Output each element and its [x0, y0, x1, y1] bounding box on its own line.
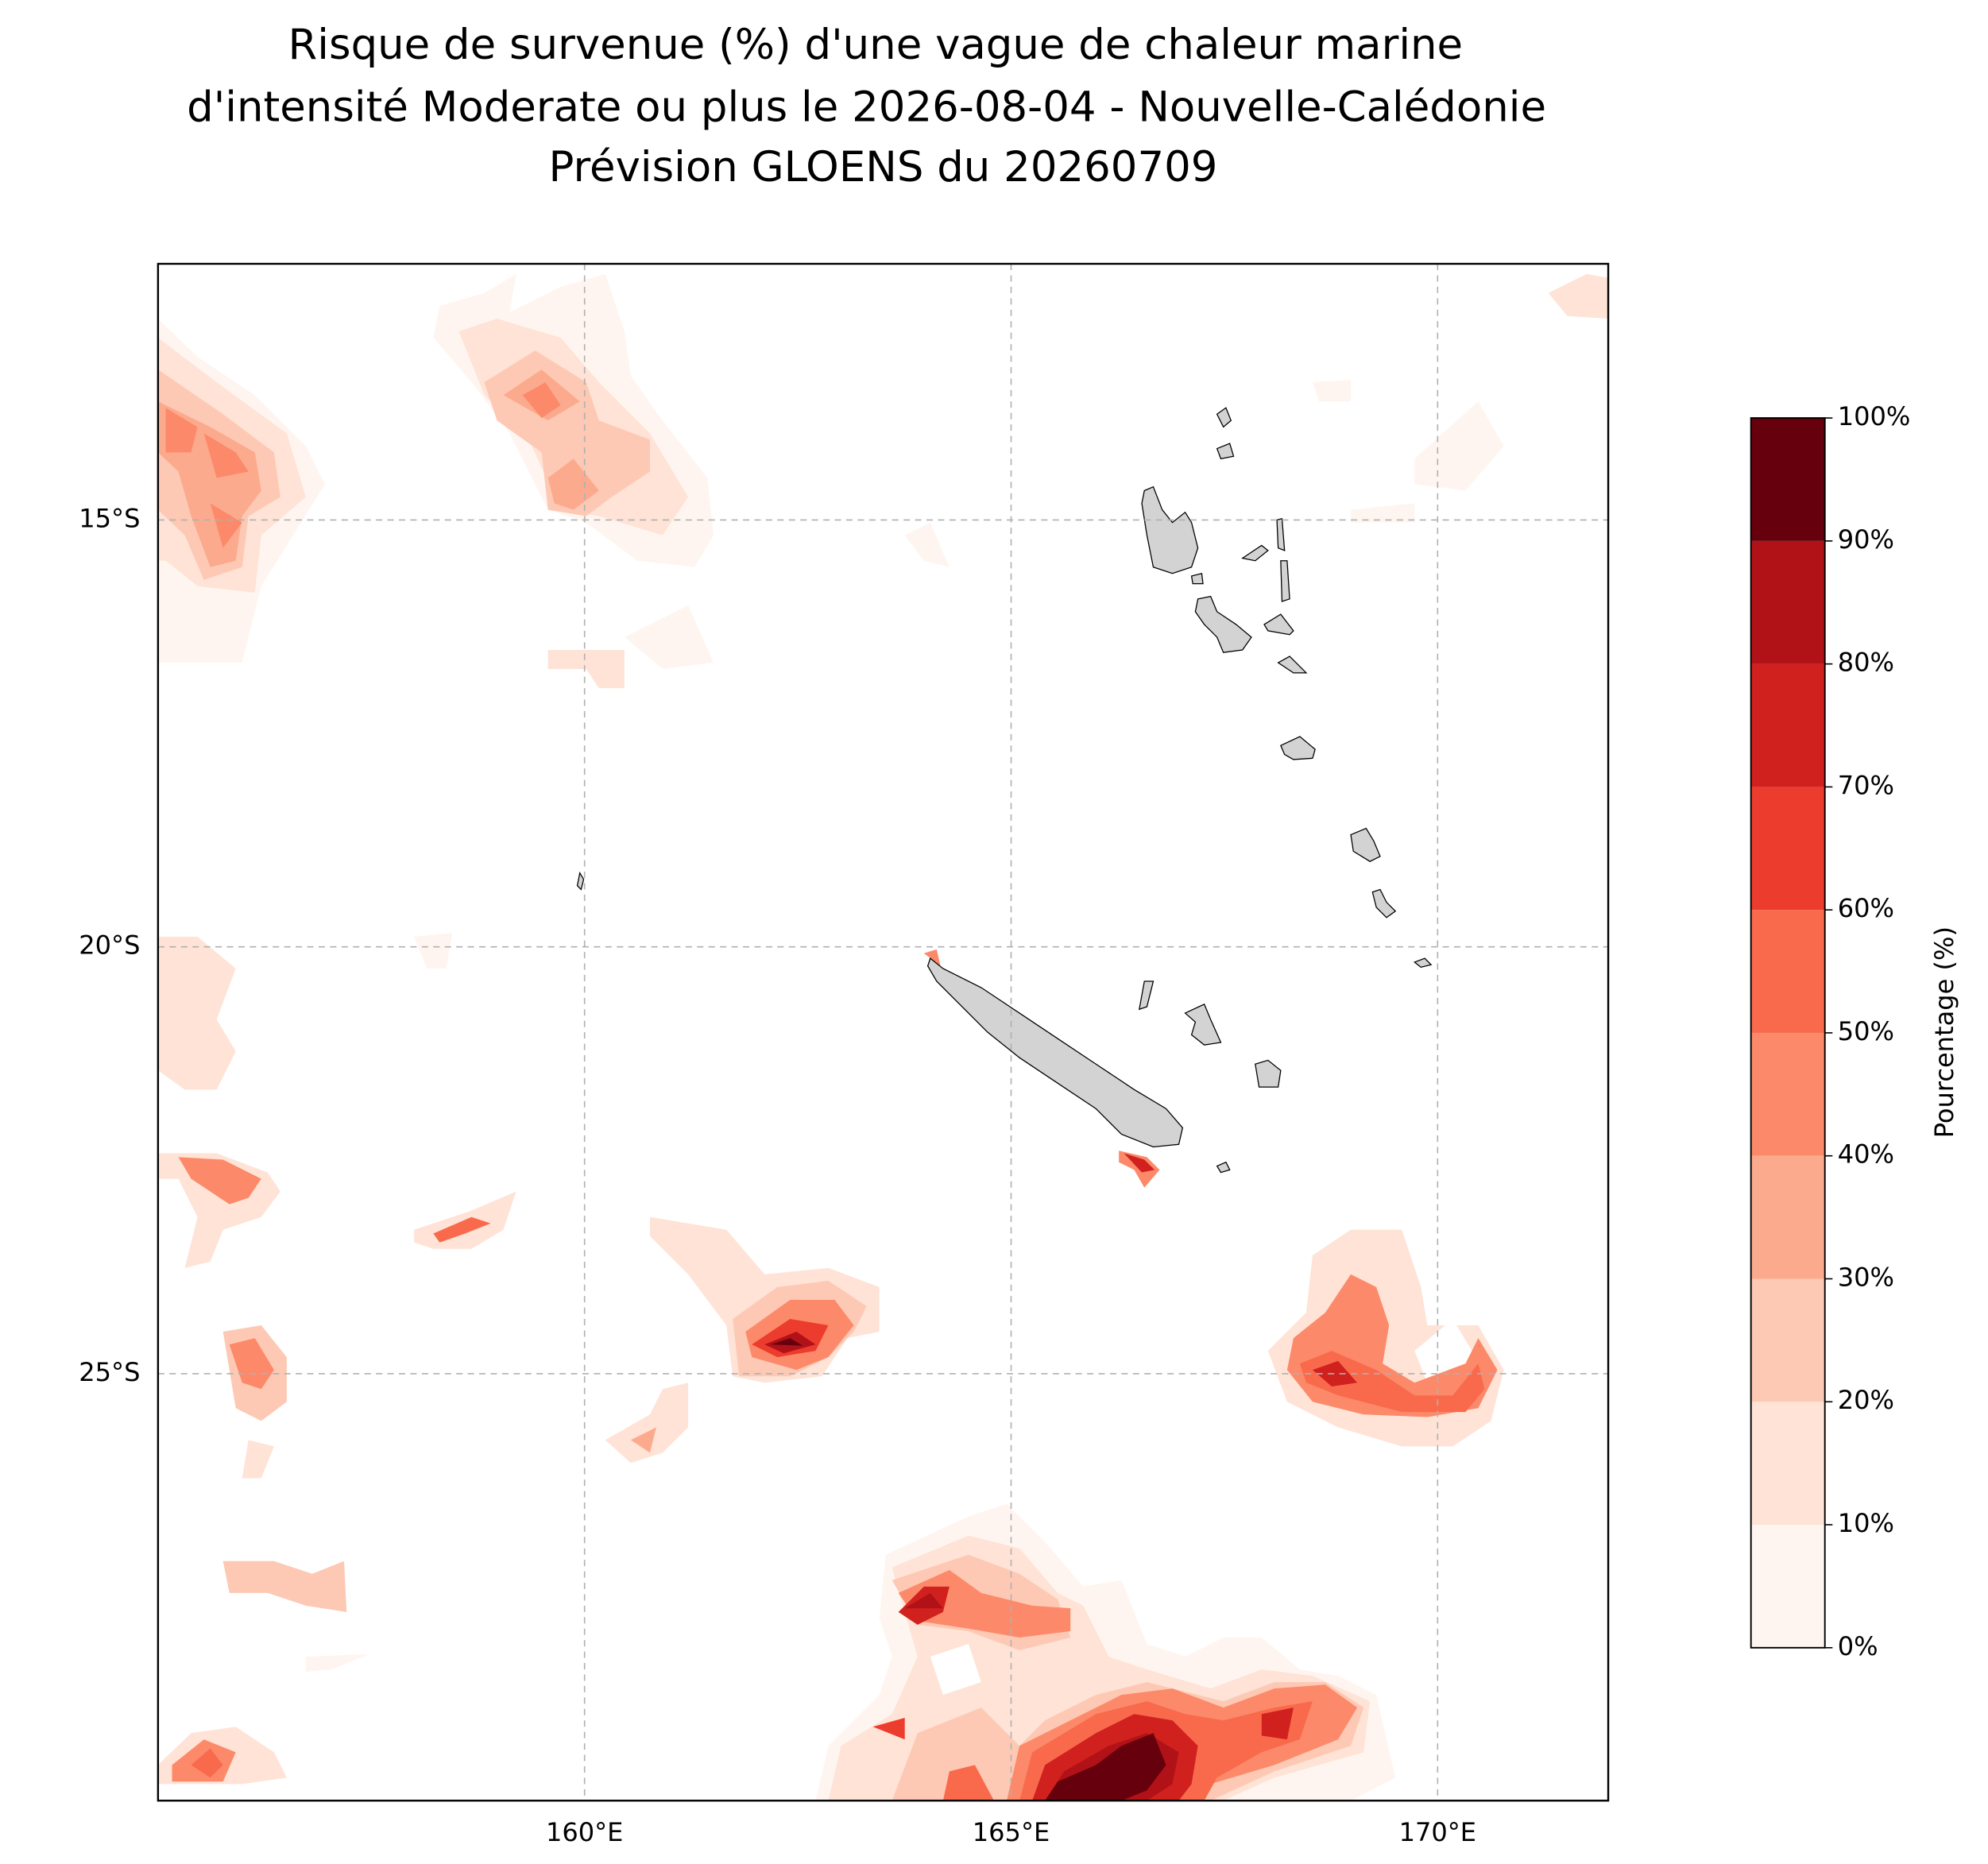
colorbar-band	[1750, 1032, 1825, 1156]
x-tick-label: 165°E	[973, 1817, 1050, 1847]
heat-contour	[1045, 1733, 1166, 1801]
heat-contour	[178, 1157, 261, 1205]
colorbar-band	[1750, 540, 1825, 664]
heat-contour	[522, 382, 561, 419]
heat-contour	[1548, 273, 1609, 319]
y-tick-label: 15°S	[79, 503, 140, 533]
title-line: Prévision GLOENS du 20260709	[548, 143, 1217, 191]
colorbar-band	[1750, 418, 1825, 541]
heat-contour	[165, 408, 198, 453]
colorbar-tick-label: 90%	[1838, 524, 1894, 555]
heat-contour	[191, 1748, 223, 1778]
colorbar-band	[1750, 910, 1825, 1033]
title-line: d'intensité Moderate ou plus le 2026-08-…	[187, 83, 1546, 132]
heat-contour	[547, 458, 599, 510]
heat-contour	[305, 1653, 370, 1673]
colorbar-tick-label: 80%	[1838, 648, 1894, 678]
heat-contour	[923, 949, 941, 966]
heat-contour	[229, 1338, 274, 1390]
heat-contour	[771, 1338, 803, 1346]
heat-contour	[1312, 379, 1352, 402]
colorbar-band	[1750, 1402, 1825, 1526]
colorbar-label: Pourcentage (%)	[1929, 926, 1959, 1138]
heat-field	[157, 273, 1609, 1801]
heat-contour	[1312, 1360, 1358, 1387]
colorbar-band	[1750, 663, 1825, 787]
heat-contour	[605, 1383, 689, 1464]
heat-contour	[210, 503, 242, 548]
colorbar-tick-label: 10%	[1838, 1508, 1894, 1538]
colorbar-tick-label: 20%	[1838, 1385, 1894, 1415]
heat-contour	[242, 1440, 274, 1479]
heat-contour	[1299, 1351, 1485, 1413]
colorbar-tick-label: 30%	[1838, 1262, 1894, 1292]
heat-contour	[624, 605, 714, 670]
colorbar-tick-label: 40%	[1838, 1139, 1894, 1170]
heat-contour	[222, 1560, 347, 1612]
map-frame	[157, 262, 1610, 1802]
colorbar-band	[1750, 787, 1825, 911]
colorbar-tick-label: 50%	[1838, 1016, 1894, 1046]
heat-contour	[904, 522, 950, 567]
land	[576, 407, 1433, 1174]
heat-contour	[630, 1427, 656, 1453]
colorbar-tick-label: 100%	[1838, 401, 1911, 431]
heat-contour	[1414, 401, 1504, 491]
colorbar-band	[1750, 1525, 1825, 1648]
heat-contour	[942, 1765, 994, 1801]
x-tick-label: 160°E	[546, 1817, 624, 1847]
heat-contour	[1351, 503, 1415, 523]
heat-contour	[872, 1718, 905, 1740]
colorbar-tick-label: 60%	[1838, 893, 1894, 923]
x-tick-label: 170°E	[1399, 1817, 1477, 1847]
colorbar-band	[1750, 1155, 1825, 1279]
colorbar-band	[1750, 1278, 1825, 1402]
heat-contour	[1261, 1707, 1294, 1740]
title-line: Risque de survenue (%) d'une vague de ch…	[288, 21, 1464, 69]
colorbar-tick-label: 0%	[1838, 1631, 1878, 1661]
y-tick-label: 25°S	[79, 1357, 140, 1387]
heat-contour	[203, 433, 249, 478]
heat-contour	[547, 649, 625, 689]
colorbar-tick-label: 70%	[1838, 770, 1894, 800]
y-tick-label: 20°S	[79, 930, 140, 961]
heat-contour	[157, 936, 236, 1090]
heat-contour	[1124, 1153, 1155, 1173]
heat-contour	[433, 1216, 491, 1243]
heat-contour	[414, 933, 453, 969]
